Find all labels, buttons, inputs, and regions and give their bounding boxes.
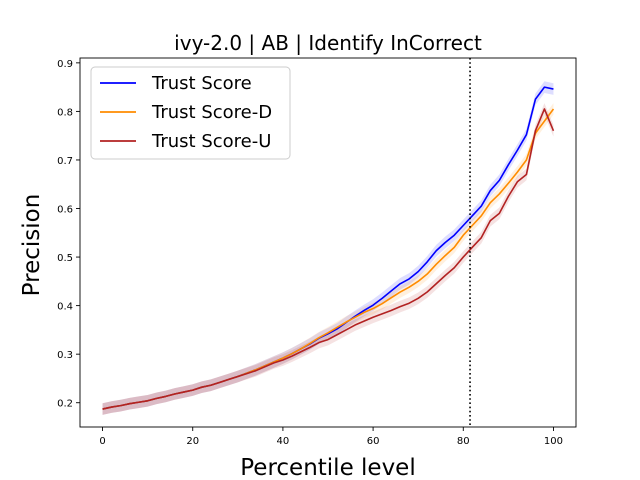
y-tick-label: 0.7 [57,156,73,167]
x-axis-label: Percentile level [240,455,415,480]
legend-label-2: Trust Score-U [151,131,271,152]
series-band-2 [102,103,554,415]
y-tick-label: 0.2 [57,399,73,410]
plot-area: 0 20 40 60 80 100 0.2 0.3 0.4 0.5 0.6 0.7 0.8 0.9 [57,57,577,447]
y-tick-label: 0.3 [57,350,73,361]
legend-box [90,66,291,160]
chart-title: ivy-2.0 | AB | Identify InCorrect [174,31,482,55]
plot-frame [79,57,577,428]
y-tick-label: 0.8 [57,107,73,118]
y-axis-label: Precision [19,194,45,297]
x-tick-label: 60 [367,436,380,447]
y-tick-label: 0.5 [57,253,73,264]
x-tick-label: 40 [277,436,290,447]
legend-label-0: Trust Score [151,73,252,94]
x-tick-label: 100 [544,436,563,447]
y-tick-label: 0.4 [57,302,73,313]
series-line-2 [102,108,555,410]
y-tick-label: 0.6 [57,205,73,216]
legend: Trust Score Trust Score-D Trust Score-U [90,66,291,160]
x-tick-label: 80 [457,436,470,447]
x-tick-label: 20 [186,436,199,447]
legend-label-1: Trust Score-D [151,102,272,123]
y-tick-label: 0.9 [57,59,73,70]
x-tick-label: 0 [99,436,105,447]
